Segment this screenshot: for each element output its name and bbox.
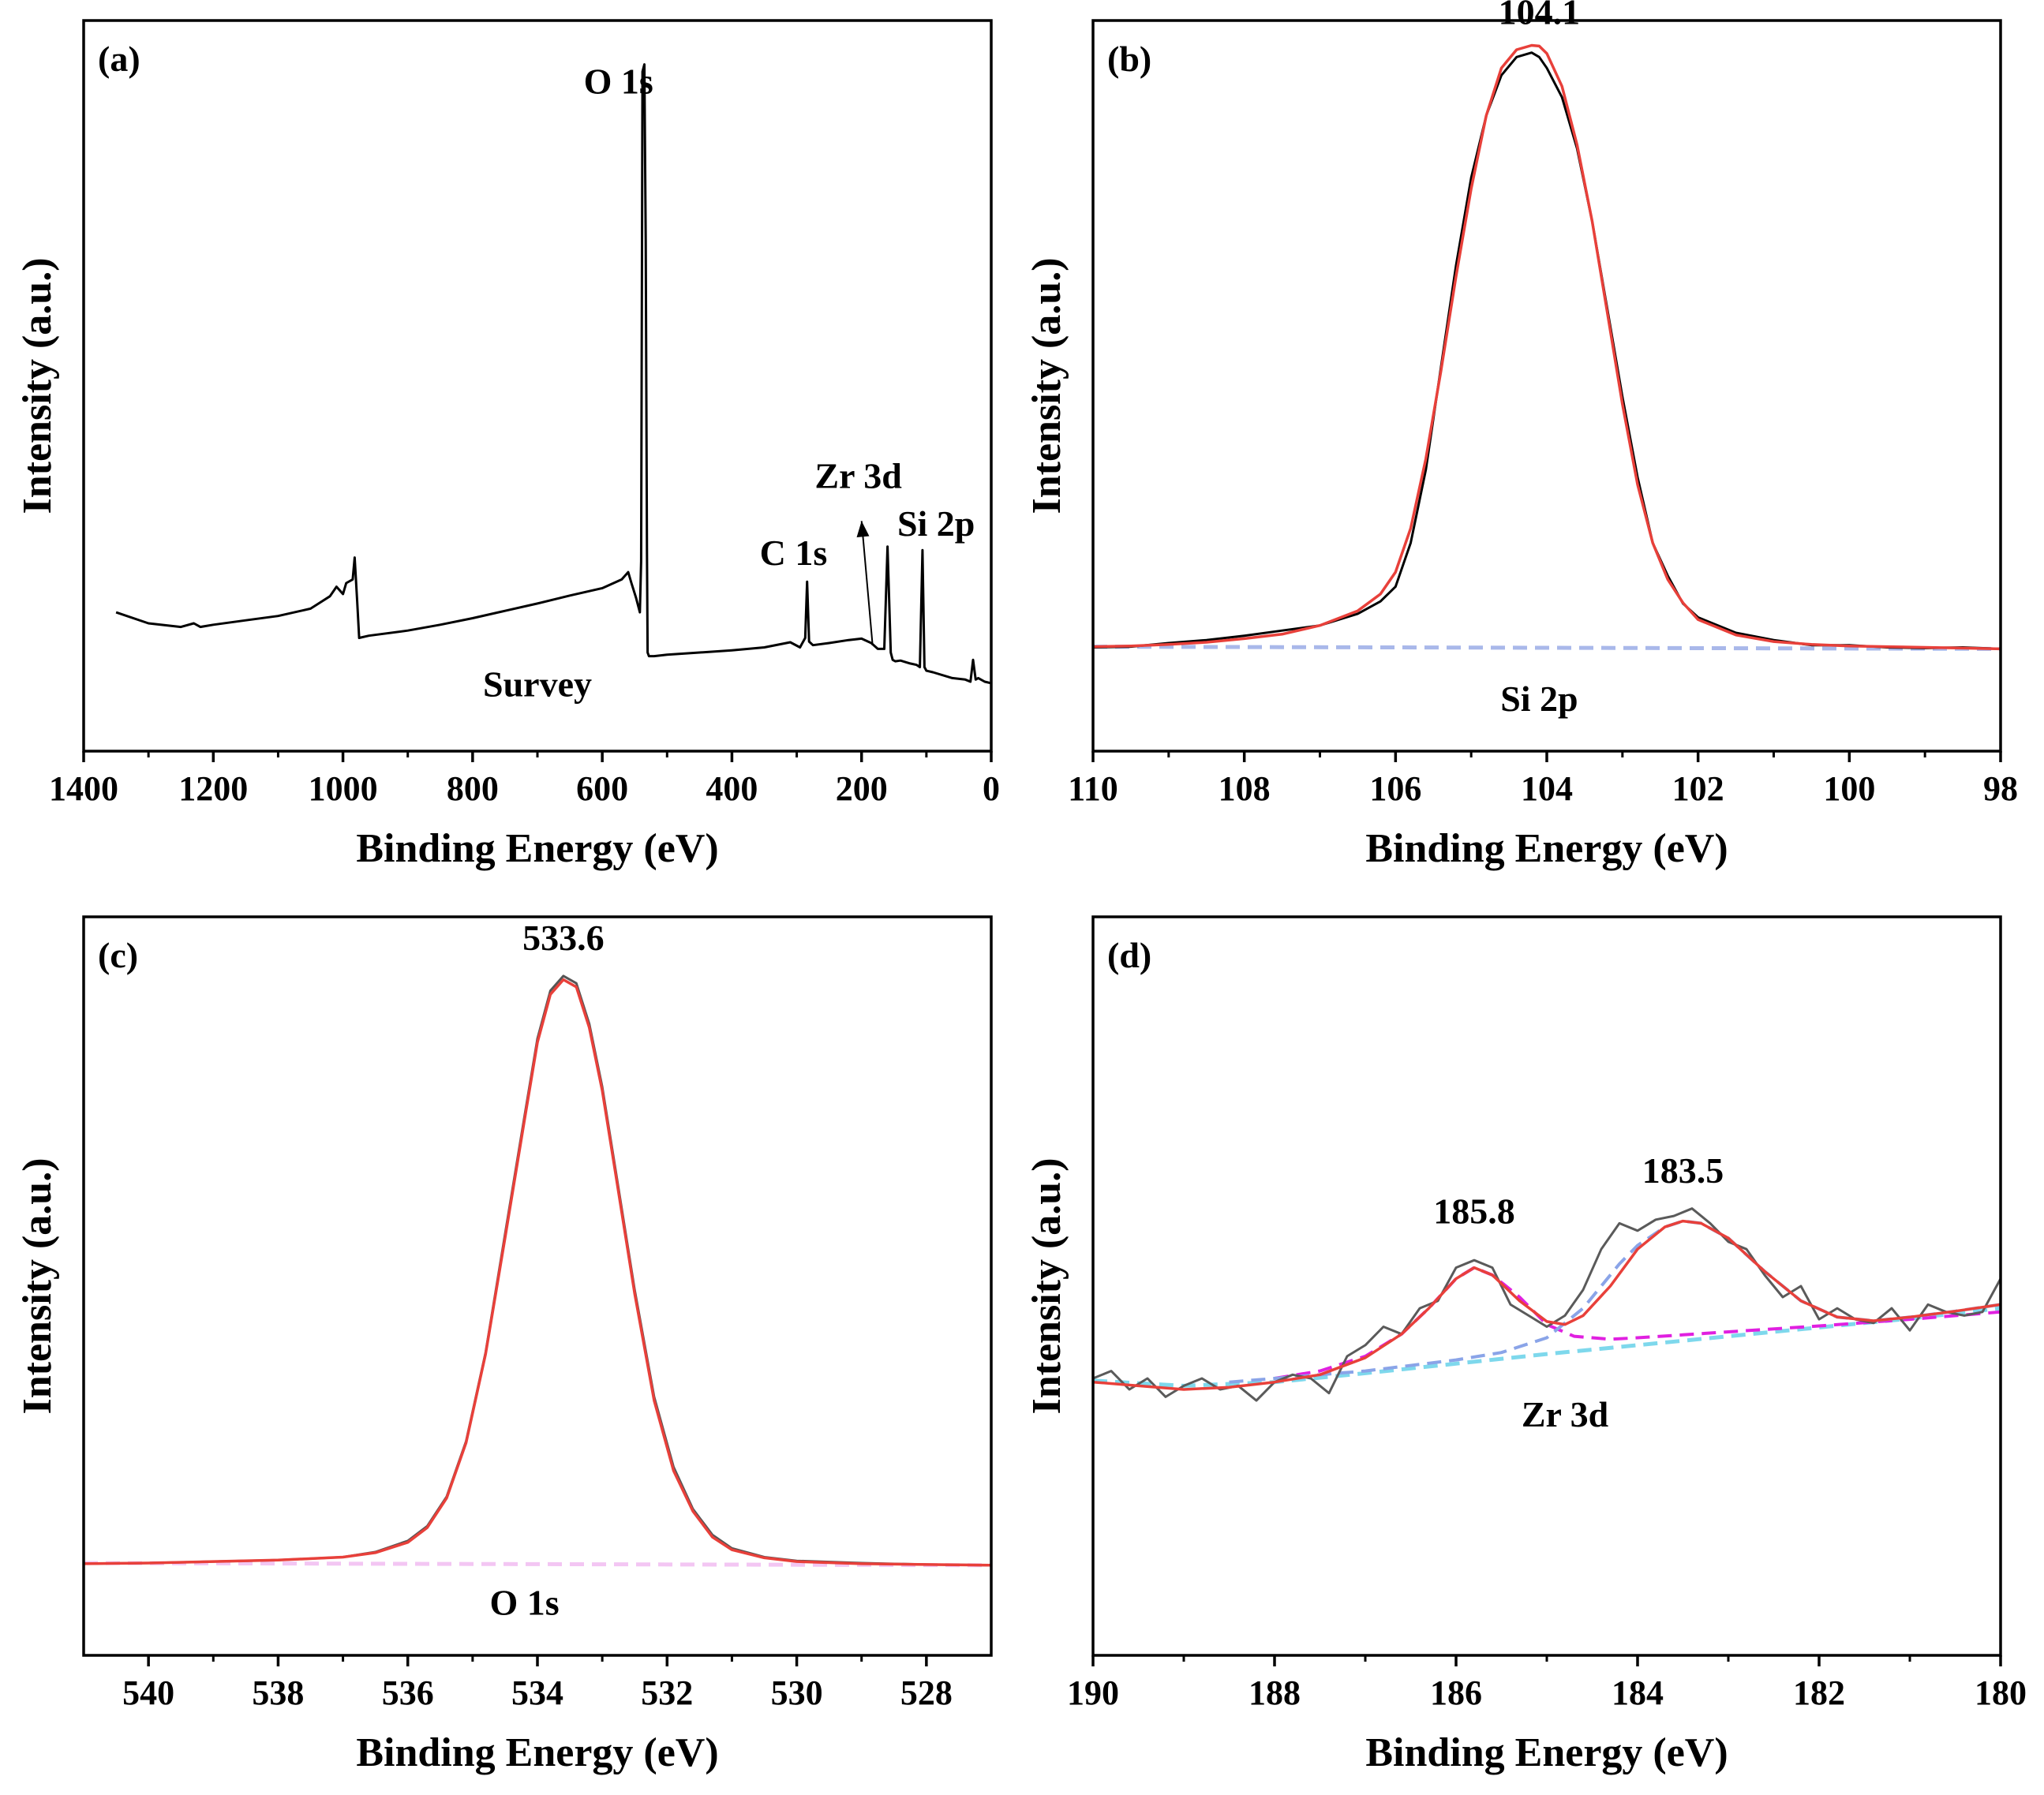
plot-frame — [82, 19, 993, 753]
series-survey — [115, 63, 991, 685]
x-tick-label: 540 — [122, 1673, 174, 1712]
panel-d: 190 188 186 184 182 180 Binding Energy (eV) Int… — [1024, 915, 2027, 1775]
panel-label: (b) — [1107, 39, 1151, 79]
annotation: Si 2p — [1500, 679, 1578, 719]
panel-c: 540 538 536 534 532 530 528 Binding Energy (eV)… — [15, 915, 993, 1775]
x-tick-label: 98 — [1983, 769, 2018, 808]
x-axis-title: Binding Energy (eV) — [356, 1730, 718, 1775]
series-background — [84, 1561, 991, 1568]
x-tick-label: 1000 — [309, 769, 378, 808]
annotation: Zr 3d — [1522, 1394, 1609, 1434]
x-tick-label: 186 — [1430, 1673, 1482, 1712]
x-tick-label: 182 — [1793, 1673, 1845, 1712]
y-axis-title: Intensity (a.u.) — [15, 257, 60, 514]
x-tick-label: 538 — [252, 1673, 304, 1712]
series-fit — [1093, 1219, 2001, 1391]
panel-label: (d) — [1107, 935, 1151, 975]
plot-frame — [82, 915, 993, 1657]
annotation: 104.1 — [1499, 0, 1581, 32]
annotation: Si 2p — [897, 503, 975, 544]
series-fit — [1093, 43, 2001, 651]
x-tick-label: 1200 — [178, 769, 248, 808]
x-tick-label: 180 — [1975, 1673, 2027, 1712]
series-raw — [1093, 1207, 2001, 1402]
panel-a: 1400 1200 1000 800 600 400 200 0 Binding Energy … — [15, 19, 1000, 871]
y-axis-title: Intensity (a.u.) — [1024, 1157, 1069, 1414]
annotation: 183.5 — [1642, 1150, 1724, 1191]
panel-label: (a) — [98, 39, 140, 79]
x-tick-label: 190 — [1067, 1673, 1119, 1712]
series-background — [1093, 645, 2001, 651]
x-axis-title: Binding Energy (eV) — [1365, 826, 1728, 871]
x-tick-label: 104 — [1521, 769, 1573, 808]
x-tick-label: 400 — [706, 769, 758, 808]
zr-arrow-shaft — [860, 521, 874, 645]
annotation: 533.6 — [522, 918, 605, 958]
x-tick-label: 534 — [511, 1673, 563, 1712]
zr-arrow-head — [856, 521, 870, 537]
x-tick-label: 106 — [1369, 769, 1421, 808]
series-raw — [1093, 51, 2001, 650]
x-tick-label: 188 — [1248, 1673, 1301, 1712]
panel-b: 110 108 106 104 102 100 98 Binding Energy (eV) I… — [1024, 0, 2018, 871]
series-background — [1093, 1306, 2001, 1388]
x-tick-label: 100 — [1823, 769, 1875, 808]
x-tick-label: 184 — [1612, 1673, 1664, 1712]
x-tick-label: 532 — [641, 1673, 693, 1712]
annotation: Zr 3d — [814, 456, 902, 496]
panel-label: (c) — [98, 935, 138, 975]
annotation: O 1s — [584, 62, 653, 102]
x-tick-label: 528 — [900, 1673, 953, 1712]
x-tick-label: 0 — [983, 769, 1000, 808]
series-component-185.8 — [1274, 1266, 2001, 1380]
annotation: 185.8 — [1433, 1191, 1515, 1231]
annotation: O 1s — [489, 1583, 559, 1623]
x-tick-label: 108 — [1219, 769, 1271, 808]
series-component-183.5 — [1229, 1219, 2001, 1384]
x-tick-label: 800 — [447, 769, 499, 808]
x-tick-label: 110 — [1068, 769, 1118, 808]
series-fit — [84, 978, 991, 1567]
y-axis-title: Intensity (a.u.) — [1024, 257, 1069, 514]
plot-frame — [1091, 915, 2002, 1657]
x-tick-label: 530 — [771, 1673, 823, 1712]
annotation: Survey — [483, 664, 592, 705]
x-tick-label: 102 — [1672, 769, 1724, 808]
series-raw — [84, 974, 991, 1567]
y-axis-title: Intensity (a.u.) — [15, 1157, 60, 1414]
x-axis-title: Binding Energy (eV) — [1365, 1730, 1728, 1775]
plot-frame — [1091, 19, 2002, 753]
x-tick-label: 200 — [836, 769, 888, 808]
x-axis-title: Binding Energy (eV) — [356, 826, 718, 871]
x-tick-label: 1400 — [49, 769, 118, 808]
x-tick-label: 536 — [382, 1673, 434, 1712]
annotation: C 1s — [760, 533, 828, 573]
x-tick-label: 600 — [576, 769, 628, 808]
